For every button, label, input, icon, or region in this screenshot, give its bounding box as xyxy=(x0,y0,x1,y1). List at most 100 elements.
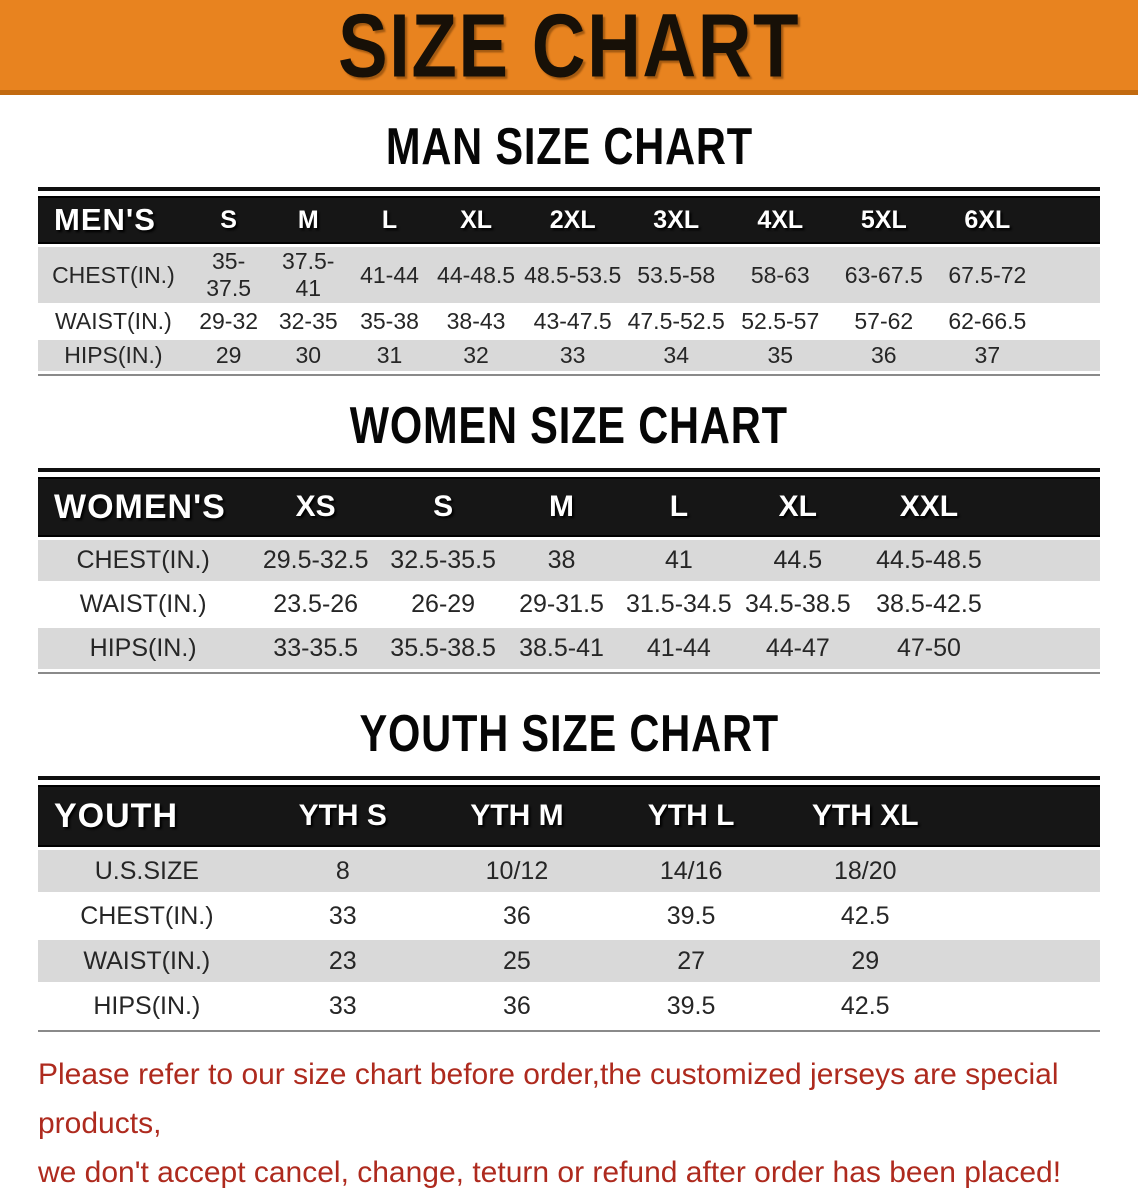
size-row: HIPS(IN.) 33-35.5 35.5-38.5 38.5-41 41-44 44-… xyxy=(38,628,1100,669)
row-spacer-cell xyxy=(952,895,1100,937)
size-value-cell: 33-35.5 xyxy=(248,628,384,669)
size-column-header: XXL xyxy=(857,477,1001,537)
row-label: HIPS(IN.) xyxy=(38,340,189,371)
table-header-label: WOMEN'S xyxy=(38,477,249,537)
size-value-cell: 34 xyxy=(624,340,729,371)
size-value-cell: 39.5 xyxy=(604,895,779,937)
size-value-cell: 31 xyxy=(348,340,431,371)
size-column-header: M xyxy=(268,196,349,244)
size-value-cell: 35 xyxy=(728,340,833,371)
row-spacer-cell xyxy=(1000,584,1100,625)
size-value-cell: 44-47 xyxy=(737,628,858,669)
youth-table-bottom-rule xyxy=(38,1030,1100,1032)
women-header-row: WOMEN'S XS S M L XL XXL xyxy=(38,477,1100,537)
row-spacer-cell xyxy=(1000,540,1100,581)
size-value-cell: 27 xyxy=(604,940,779,982)
table-header-label: MEN'S xyxy=(38,196,189,244)
row-label: WAIST(IN.) xyxy=(38,306,189,337)
size-value-cell: 29.5-32.5 xyxy=(248,540,384,581)
size-column-header: L xyxy=(619,477,738,537)
size-value-cell: 26-29 xyxy=(383,584,504,625)
row-label: CHEST(IN.) xyxy=(38,247,189,303)
women-section-title-text: WOMEN SIZE CHART xyxy=(349,397,789,455)
size-column-header: XS xyxy=(248,477,384,537)
size-row: CHEST(IN.) 35-37.5 37.5-41 41-44 44-48.5 48.5… xyxy=(38,247,1100,303)
note-line-2: we don't accept cancel, change, teturn o… xyxy=(38,1156,1062,1189)
women-section-title: WOMEN SIZE CHART xyxy=(0,400,1138,452)
men-header-row: MEN'S S M L XL 2XL 3XL 4XL 5XL 6XL xyxy=(38,196,1100,244)
size-value-cell: 41-44 xyxy=(619,628,738,669)
youth-table-top-rule xyxy=(38,776,1100,780)
size-row: CHEST(IN.) 29.5-32.5 32.5-35.5 38 41 44.5 44.5… xyxy=(38,540,1100,581)
size-value-cell: 29-32 xyxy=(188,306,269,337)
size-value-cell: 30 xyxy=(268,340,349,371)
size-value-cell: 37.5-41 xyxy=(268,247,349,303)
men-section-title: MAN SIZE CHART xyxy=(0,121,1138,173)
youth-size-table: YOUTH YTH S YTH M YTH L YTH XL U.S.SIZE 8 10/1… xyxy=(38,782,1100,1030)
row-spacer-cell xyxy=(952,850,1100,892)
size-value-cell: 38.5-42.5 xyxy=(857,584,1001,625)
size-chart-banner: SIZE CHART xyxy=(0,0,1138,95)
row-spacer-cell xyxy=(1039,247,1100,303)
size-row: U.S.SIZE 8 10/12 14/16 18/20 xyxy=(38,850,1100,892)
size-row: WAIST(IN.) 23.5-26 26-29 29-31.5 31.5-34.5 34… xyxy=(38,584,1100,625)
youth-header-row: YOUTH YTH S YTH M YTH L YTH XL xyxy=(38,785,1100,847)
size-value-cell: 62-66.5 xyxy=(935,306,1040,337)
size-row: CHEST(IN.) 33 36 39.5 42.5 xyxy=(38,895,1100,937)
size-value-cell: 38.5-41 xyxy=(503,628,620,669)
size-value-cell: 42.5 xyxy=(778,895,953,937)
size-value-cell: 36 xyxy=(429,985,605,1027)
order-policy-note: Please refer to our size chart before or… xyxy=(38,1050,1100,1197)
size-value-cell: 31.5-34.5 xyxy=(619,584,738,625)
row-label: U.S.SIZE xyxy=(38,850,256,892)
row-spacer-cell xyxy=(952,985,1100,1027)
size-value-cell: 36 xyxy=(429,895,605,937)
row-label: HIPS(IN.) xyxy=(38,628,249,669)
size-value-cell: 32 xyxy=(430,340,522,371)
row-spacer-cell xyxy=(1039,306,1100,337)
header-spacer-cell xyxy=(1039,196,1100,244)
size-row: HIPS(IN.) 33 36 39.5 42.5 xyxy=(38,985,1100,1027)
size-column-header: 5XL xyxy=(832,196,936,244)
youth-section-title-text: YOUTH SIZE CHART xyxy=(359,705,779,763)
table-header-label: YOUTH xyxy=(38,785,256,847)
size-value-cell: 44.5 xyxy=(737,540,858,581)
size-column-header: YTH L xyxy=(604,785,779,847)
size-column-header: S xyxy=(383,477,504,537)
row-spacer-cell xyxy=(1039,340,1100,371)
size-column-header: 4XL xyxy=(728,196,833,244)
size-value-cell: 23 xyxy=(255,940,430,982)
header-spacer-cell xyxy=(952,785,1100,847)
size-value-cell: 67.5-72 xyxy=(935,247,1040,303)
women-size-table-wrap: WOMEN'S XS S M L XL XXL CHEST(IN.) 29.5-32.5 32.… xyxy=(38,468,1100,674)
size-row: WAIST(IN.) 23 25 27 29 xyxy=(38,940,1100,982)
size-value-cell: 43-47.5 xyxy=(521,306,625,337)
size-value-cell: 35.5-38.5 xyxy=(383,628,504,669)
size-value-cell: 38 xyxy=(503,540,620,581)
size-value-cell: 39.5 xyxy=(604,985,779,1027)
size-row: WAIST(IN.) 29-32 32-35 35-38 38-43 43-47.5 47.… xyxy=(38,306,1100,337)
size-value-cell: 32.5-35.5 xyxy=(383,540,504,581)
men-size-table: MEN'S S M L XL 2XL 3XL 4XL 5XL 6XL CHEST(IN.) 35-3… xyxy=(38,193,1100,374)
header-spacer-cell xyxy=(1000,477,1100,537)
size-value-cell: 14/16 xyxy=(604,850,779,892)
size-value-cell: 47.5-52.5 xyxy=(624,306,729,337)
size-column-header: XL xyxy=(737,477,858,537)
row-label: WAIST(IN.) xyxy=(38,940,256,982)
size-value-cell: 58-63 xyxy=(728,247,833,303)
size-value-cell: 42.5 xyxy=(778,985,953,1027)
size-column-header: 2XL xyxy=(521,196,625,244)
row-label: WAIST(IN.) xyxy=(38,584,249,625)
men-table-top-rule xyxy=(38,187,1100,191)
banner-title: SIZE CHART xyxy=(337,0,801,96)
size-value-cell: 47-50 xyxy=(857,628,1001,669)
women-size-table: WOMEN'S XS S M L XL XXL CHEST(IN.) 29.5-32.5 32.… xyxy=(38,474,1100,672)
women-table-bottom-rule xyxy=(38,672,1100,674)
row-label: CHEST(IN.) xyxy=(38,540,249,581)
size-value-cell: 52.5-57 xyxy=(728,306,833,337)
size-column-header: 3XL xyxy=(624,196,729,244)
size-column-header: YTH M xyxy=(429,785,605,847)
size-column-header: S xyxy=(188,196,269,244)
size-value-cell: 35-38 xyxy=(348,306,431,337)
size-value-cell: 44-48.5 xyxy=(430,247,522,303)
